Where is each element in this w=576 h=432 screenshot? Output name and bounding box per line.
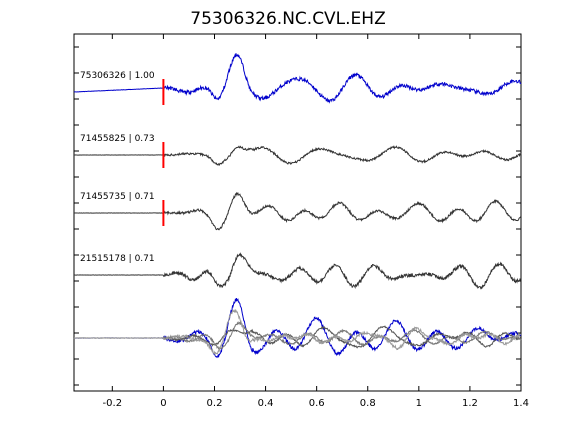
x-tick-label: 0.6: [309, 398, 325, 409]
x-tick-label: 1.2: [462, 398, 478, 409]
x-tick-label: 1.4: [513, 398, 529, 409]
trace-line: [73, 145, 522, 167]
trace-line: [73, 191, 522, 231]
overlay-trace-line: [73, 308, 522, 356]
axis-ticks: -0.2 0 0.2 0.4 0.6 0.8 1 1.2 1.4: [74, 34, 529, 409]
x-tick-label: 1: [416, 398, 422, 409]
trace-line: [73, 53, 522, 104]
overlay-trace-line: [73, 298, 522, 359]
trace-label: 71455735 | 0.71: [80, 192, 155, 202]
x-tick-label: 0.2: [207, 398, 223, 409]
x-tick-label: 0.4: [258, 398, 274, 409]
chart-title: 75306326.NC.CVL.EHZ: [190, 9, 385, 29]
trace-group: [73, 53, 522, 290]
x-tick-label: 0: [160, 398, 166, 409]
overlay-trace-line: [73, 320, 522, 351]
trace-label-group: 75306326 | 1.00 71455825 | 0.73 71455735 |…: [80, 71, 155, 264]
x-tick-label: 0.8: [360, 398, 376, 409]
x-tick-label: -0.2: [103, 398, 123, 409]
axes-frame: [73, 33, 522, 392]
overlay-trace-group: [73, 298, 522, 359]
trace-label: 71455825 | 0.73: [80, 134, 155, 144]
trace-line: [73, 252, 522, 290]
trace-label: 75306326 | 1.00: [80, 71, 155, 81]
trace-label: 21515178 | 0.71: [80, 254, 155, 264]
